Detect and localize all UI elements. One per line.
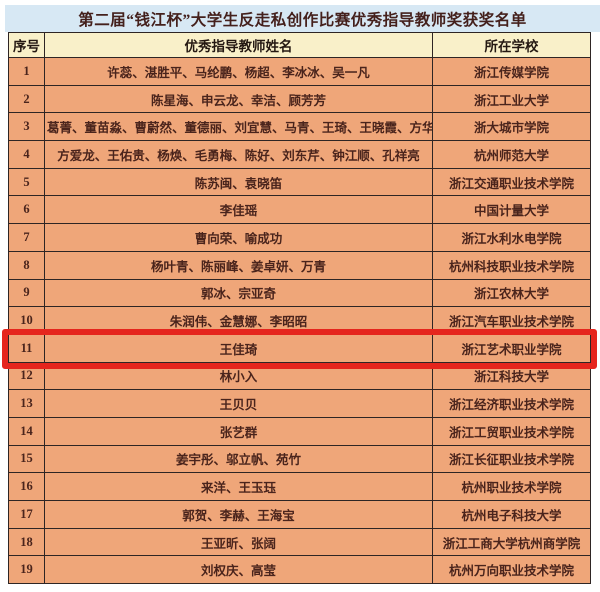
table-row-highlighted: 11 王佳琦 浙江艺术职业学院 <box>8 333 591 363</box>
school-cell: 浙江艺术职业学院 <box>432 333 591 363</box>
teacher-names-cell: 王贝贝 <box>44 389 433 418</box>
teacher-names-cell: 李佳瑶 <box>44 195 433 225</box>
award-table: 序号 优秀指导教师姓名 所在学校 1 许蕊、湛胜平、马纶鹏、杨超、李冰冰、吴一凡… <box>8 32 591 585</box>
school-cell: 杭州师范大学 <box>432 140 591 169</box>
table-row: 17 郭贺、李赫、王海宝 杭州电子科技大学 <box>8 500 591 529</box>
table-row: 9 郭冰、宗亚奇 浙江农林大学 <box>8 278 591 308</box>
row-number-cell: 14 <box>8 416 45 446</box>
teacher-names-cell: 朱润伟、金慧娜、李昭昭 <box>44 306 433 335</box>
row-number-cell: 17 <box>8 500 45 529</box>
teacher-names-cell: 来洋、王玉珏 <box>44 472 433 501</box>
school-cell: 浙江工业大学 <box>432 84 591 114</box>
school-cell: 中国计量大学 <box>432 195 591 225</box>
row-number-cell: 18 <box>8 527 45 557</box>
header-school: 所在学校 <box>432 32 591 58</box>
table-row: 19 刘权庆、高莹 杭州万向职业技术学院 <box>8 555 591 585</box>
table-row: 1 许蕊、湛胜平、马纶鹏、杨超、李冰冰、吴一凡 浙江传媒学院 <box>8 57 591 86</box>
school-cell: 浙江传媒学院 <box>432 57 591 86</box>
school-cell: 浙江交通职业技术学院 <box>432 167 591 197</box>
teacher-names-cell: 郭冰、宗亚奇 <box>44 278 433 308</box>
header-teacher-names: 优秀指导教师姓名 <box>44 32 433 58</box>
teacher-names-cell: 葛菁、董苗淼、曹蔚然、董德丽、刘宜慧、马青、王琦、王晓霞、方华 <box>44 112 433 142</box>
school-cell: 杭州电子科技大学 <box>432 500 591 529</box>
row-number-cell: 4 <box>8 140 45 169</box>
row-number-cell: 6 <box>8 195 45 225</box>
table-row: 3 葛菁、董苗淼、曹蔚然、董德丽、刘宜慧、马青、王琦、王晓霞、方华 浙大城市学院 <box>8 112 591 142</box>
row-number-cell: 5 <box>8 167 45 197</box>
school-cell: 浙江经济职业技术学院 <box>432 389 591 418</box>
table-row: 15 姜宇彤、邬立帆、苑竹 浙江长征职业技术学院 <box>8 444 591 474</box>
table-row: 12 林小入 浙江科技大学 <box>8 361 591 391</box>
row-number-cell: 13 <box>8 389 45 418</box>
row-number-cell: 2 <box>8 84 45 114</box>
table-row: 14 张艺群 浙江工贸职业技术学院 <box>8 416 591 446</box>
school-cell: 浙江长征职业技术学院 <box>432 444 591 474</box>
table-row: 13 王贝贝 浙江经济职业技术学院 <box>8 389 591 418</box>
teacher-names-cell: 许蕊、湛胜平、马纶鹏、杨超、李冰冰、吴一凡 <box>44 57 433 86</box>
row-number-cell: 7 <box>8 223 45 252</box>
table-row: 18 王亚昕、张阔 浙江工商大学杭州商学院 <box>8 527 591 557</box>
teacher-names-cell: 刘权庆、高莹 <box>44 555 433 585</box>
table-row: 4 方爱龙、王佑贵、杨焕、毛勇梅、陈好、刘东芹、钟江顺、孔祥亮 杭州师范大学 <box>8 140 591 169</box>
row-number-cell: 11 <box>8 333 45 363</box>
row-number-cell: 16 <box>8 472 45 501</box>
table-row: 2 陈星海、申云龙、幸洁、顾芳芳 浙江工业大学 <box>8 84 591 114</box>
row-number-cell: 3 <box>8 112 45 142</box>
table-body: 1 许蕊、湛胜平、马纶鹏、杨超、李冰冰、吴一凡 浙江传媒学院 2 陈星海、申云龙… <box>8 57 591 585</box>
teacher-names-cell: 郭贺、李赫、王海宝 <box>44 500 433 529</box>
teacher-names-cell: 王佳琦 <box>44 333 433 363</box>
school-cell: 浙江工商大学杭州商学院 <box>432 527 591 557</box>
school-cell: 浙江水利水电学院 <box>432 223 591 252</box>
teacher-names-cell: 杨叶青、陈丽峰、姜卓妍、万青 <box>44 250 433 280</box>
teacher-names-cell: 陈苏闽、袁晓笛 <box>44 167 433 197</box>
row-number-cell: 9 <box>8 278 45 308</box>
row-number-cell: 19 <box>8 555 45 585</box>
header-serial-number: 序号 <box>8 32 45 58</box>
school-cell: 杭州万向职业技术学院 <box>432 555 591 585</box>
school-cell: 杭州职业技术学院 <box>432 472 591 501</box>
teacher-names-cell: 张艺群 <box>44 416 433 446</box>
row-number-cell: 12 <box>8 361 45 391</box>
table-row: 16 来洋、王玉珏 杭州职业技术学院 <box>8 472 591 501</box>
school-cell: 浙江工贸职业技术学院 <box>432 416 591 446</box>
teacher-names-cell: 姜宇彤、邬立帆、苑竹 <box>44 444 433 474</box>
teacher-names-cell: 陈星海、申云龙、幸洁、顾芳芳 <box>44 84 433 114</box>
school-cell: 浙江科技大学 <box>432 361 591 391</box>
school-cell: 浙江农林大学 <box>432 278 591 308</box>
document-title: 第二届“钱江杯”大学生反走私创作比赛优秀指导教师奖获奖名单 <box>5 5 600 32</box>
row-number-cell: 8 <box>8 250 45 280</box>
table-header-row: 序号 优秀指导教师姓名 所在学校 <box>8 32 591 58</box>
row-number-cell: 1 <box>8 57 45 86</box>
teacher-names-cell: 林小入 <box>44 361 433 391</box>
teacher-names-cell: 王亚昕、张阔 <box>44 527 433 557</box>
row-number-cell: 10 <box>8 306 45 335</box>
table-row: 7 曹向荣、喻成功 浙江水利水电学院 <box>8 223 591 252</box>
table-row: 6 李佳瑶 中国计量大学 <box>8 195 591 225</box>
school-cell: 杭州科技职业技术学院 <box>432 250 591 280</box>
row-number-cell: 15 <box>8 444 45 474</box>
table-row: 10 朱润伟、金慧娜、李昭昭 浙江汽车职业技术学院 <box>8 306 591 335</box>
table-row: 8 杨叶青、陈丽峰、姜卓妍、万青 杭州科技职业技术学院 <box>8 250 591 280</box>
teacher-names-cell: 曹向荣、喻成功 <box>44 223 433 252</box>
school-cell: 浙江汽车职业技术学院 <box>432 306 591 335</box>
teacher-names-cell: 方爱龙、王佑贵、杨焕、毛勇梅、陈好、刘东芹、钟江顺、孔祥亮 <box>44 140 433 169</box>
table-row: 5 陈苏闽、袁晓笛 浙江交通职业技术学院 <box>8 167 591 197</box>
school-cell: 浙大城市学院 <box>432 112 591 142</box>
